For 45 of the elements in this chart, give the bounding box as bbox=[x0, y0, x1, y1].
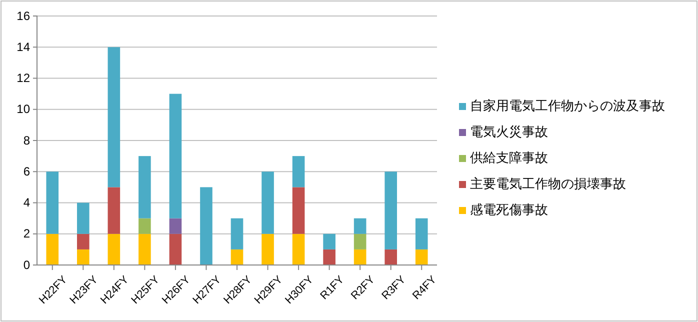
bar bbox=[169, 234, 182, 265]
bar bbox=[108, 47, 120, 188]
y-tick-label: 4 bbox=[23, 196, 30, 210]
bar bbox=[169, 94, 182, 218]
bar bbox=[415, 249, 428, 265]
y-tick-label: 0 bbox=[23, 258, 30, 272]
bar bbox=[323, 234, 336, 250]
bar bbox=[138, 218, 151, 234]
legend-label: 供給支障事故 bbox=[470, 151, 548, 166]
y-tick-label: 14 bbox=[16, 40, 30, 54]
bar bbox=[77, 202, 90, 234]
bar bbox=[384, 249, 397, 265]
bar bbox=[108, 234, 120, 265]
bar bbox=[77, 234, 90, 250]
y-tick-label: 12 bbox=[16, 71, 30, 86]
bar bbox=[415, 218, 428, 250]
bar bbox=[200, 187, 212, 265]
legend-label: 自家用電気工作物からの波及事故 bbox=[470, 98, 665, 114]
bar bbox=[262, 234, 274, 265]
legend-label: 主要電気工作物の損壊事故 bbox=[470, 176, 626, 192]
bar bbox=[354, 249, 366, 265]
bar bbox=[354, 234, 366, 250]
legend-label: 感電死傷事故 bbox=[470, 203, 548, 218]
bar bbox=[138, 234, 151, 265]
bar bbox=[230, 249, 244, 265]
bar bbox=[46, 172, 59, 234]
bar bbox=[354, 218, 366, 234]
y-tick-label: 16 bbox=[16, 8, 30, 23]
bar bbox=[46, 234, 59, 265]
bar bbox=[292, 156, 305, 188]
bar bbox=[169, 218, 182, 234]
bar bbox=[262, 172, 274, 234]
bar bbox=[292, 187, 305, 234]
bar bbox=[292, 234, 305, 265]
y-tick-label: 8 bbox=[23, 133, 30, 148]
y-tick-label: 2 bbox=[23, 226, 30, 241]
bar bbox=[384, 172, 397, 250]
bar bbox=[77, 249, 90, 265]
bar bbox=[108, 187, 120, 234]
bar bbox=[138, 156, 151, 218]
y-tick-label: 10 bbox=[16, 102, 30, 116]
legend-label: 電気火災事故 bbox=[470, 125, 548, 140]
bar bbox=[230, 218, 244, 250]
y-tick-label: 6 bbox=[23, 164, 30, 178]
bar bbox=[323, 249, 336, 265]
